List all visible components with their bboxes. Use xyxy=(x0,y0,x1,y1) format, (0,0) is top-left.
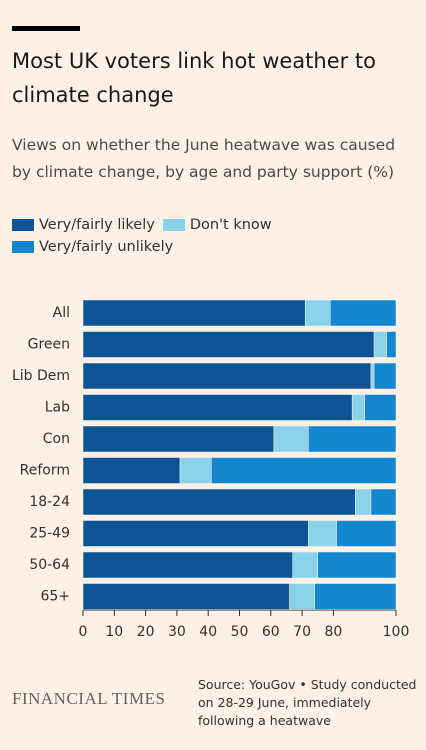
bar-segment xyxy=(179,457,212,484)
source-line: following a heatwave xyxy=(198,713,331,728)
bar-segment xyxy=(273,425,309,453)
bar-segment xyxy=(82,520,309,547)
legend-swatch xyxy=(162,219,185,231)
bar-segment xyxy=(211,457,397,484)
legend-label: Very/fairly unlikely xyxy=(39,239,174,255)
y-tick-label: 50-64 xyxy=(29,557,70,573)
x-tick-label: 40 xyxy=(199,624,217,640)
bar-segment xyxy=(330,299,397,327)
x-tick-label: 10 xyxy=(105,624,123,640)
bar-segment xyxy=(370,362,375,390)
bar-segment xyxy=(308,425,397,453)
legend-label: Very/fairly likely xyxy=(39,217,155,233)
bar-segment xyxy=(289,583,315,610)
x-tick-label: 30 xyxy=(168,624,186,640)
x-tick-label: 80 xyxy=(324,624,342,640)
x-tick-label: 100 xyxy=(383,624,410,640)
bar-segment xyxy=(373,362,397,390)
bar-segment xyxy=(370,488,397,516)
bar-segment xyxy=(82,551,293,579)
legend-swatch xyxy=(12,219,34,231)
top-bar xyxy=(12,26,80,31)
bar-segment xyxy=(304,299,331,327)
legend-item: Very/fairly unlikely xyxy=(12,236,173,258)
bar-segment xyxy=(373,331,387,358)
bar-segment xyxy=(317,551,397,579)
legend: Very/fairly likely Don't know Very/fairly … xyxy=(12,214,312,258)
bar-segment xyxy=(308,520,337,547)
legend-swatch xyxy=(12,241,34,253)
x-tick-label: 70 xyxy=(293,624,311,640)
y-tick-label: Con xyxy=(43,431,70,447)
bar-segment xyxy=(355,488,372,516)
source-line: Source: YouGov • Study conducted xyxy=(198,677,417,692)
bar-segment xyxy=(336,520,397,547)
bar-segment xyxy=(82,488,356,516)
bar-segment xyxy=(314,583,397,610)
y-tick-label: Lib Dem xyxy=(12,368,70,384)
chart-subtitle: Views on whether the June heatwave was c… xyxy=(12,136,396,181)
source: Source: YouGov • Study conducted on 28-29… xyxy=(198,676,418,730)
chart-title: Most UK voters link hot weather to clima… xyxy=(12,49,377,107)
bar-segment xyxy=(351,394,365,421)
bar-segment xyxy=(82,299,306,327)
bar-segment xyxy=(364,394,397,421)
y-tick-label: Lab xyxy=(45,400,70,416)
x-tick-label: 60 xyxy=(262,624,280,640)
y-tick-label: Green xyxy=(28,337,70,353)
x-tick-label: 50 xyxy=(231,624,249,640)
y-tick-label: Reform xyxy=(20,463,70,479)
brand: FINANCIAL TIMES xyxy=(12,689,166,708)
x-tick-label: 20 xyxy=(137,624,155,640)
bar-segment xyxy=(292,551,318,579)
bar-segment xyxy=(82,394,353,421)
x-tick-label: 0 xyxy=(79,624,88,640)
bar-segment xyxy=(82,457,181,484)
y-tick-label: All xyxy=(53,305,70,321)
bar-segment xyxy=(386,331,397,358)
source-line: on 28-29 June, immediately xyxy=(198,695,372,710)
bar-segment xyxy=(82,331,375,358)
bar-segment xyxy=(82,362,372,390)
y-tick-label: 18-24 xyxy=(29,494,70,510)
legend-label: Don't know xyxy=(189,217,272,233)
bar-segment xyxy=(82,425,275,453)
bar-segment xyxy=(82,583,290,610)
y-tick-label: 65+ xyxy=(40,589,70,605)
legend-item: Very/fairly likely xyxy=(12,214,155,236)
legend-item: Don't know xyxy=(162,214,272,236)
y-tick-label: 25-49 xyxy=(29,526,70,542)
